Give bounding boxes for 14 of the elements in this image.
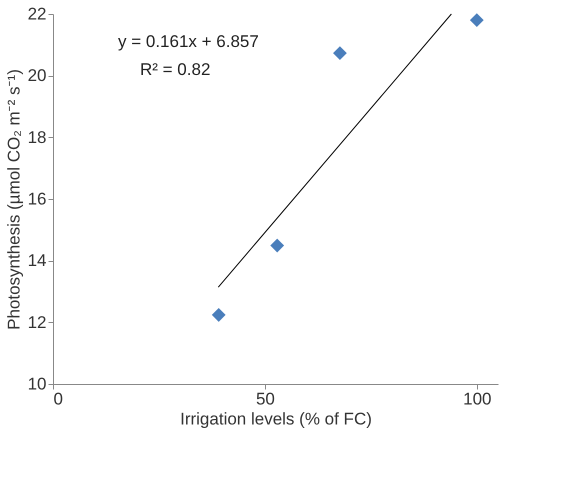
y-tick-label: 14 — [28, 251, 46, 270]
y-tick-label: 12 — [28, 312, 46, 332]
y-tick-label: 18 — [28, 128, 46, 147]
x-axis-title: Irrigation levels (% of FC) — [180, 410, 372, 428]
annotation: R² = 0.82 — [140, 60, 210, 79]
x-tick-label: 100 — [463, 390, 492, 408]
y-tick-label: 20 — [28, 66, 46, 86]
x-tick-label: 0 — [54, 390, 63, 408]
y-tick-label: 22 — [28, 4, 46, 24]
x-tick-label: 50 — [256, 390, 275, 408]
y-tick-label: 10 — [28, 374, 46, 394]
y-tick-label: 16 — [28, 190, 46, 208]
annotation: y = 0.161x + 6.857 — [118, 32, 259, 51]
y-axis-title: Photosynthesis (µmol CO₂ m⁻² s⁻¹) — [4, 69, 24, 330]
